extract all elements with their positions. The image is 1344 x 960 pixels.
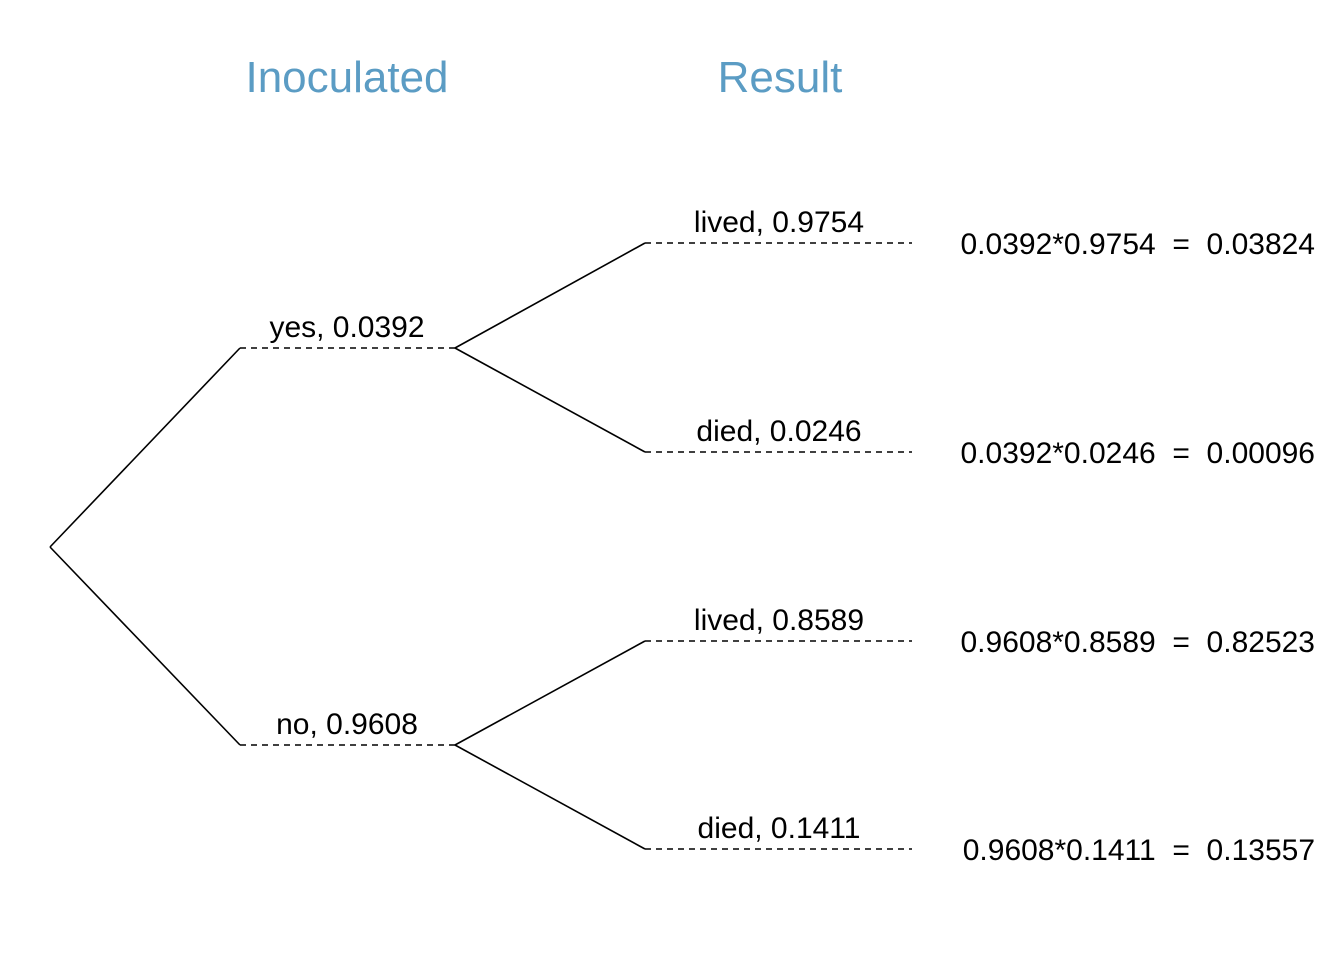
branch-label-no: no, 0.9608 xyxy=(276,708,418,741)
branch-label-yes: yes, 0.0392 xyxy=(269,311,424,344)
edge-yes-died xyxy=(454,347,646,453)
outcome-label-no-died: died, 0.1411 xyxy=(698,812,861,845)
outcome-label-yes-lived: lived, 0.9754 xyxy=(694,206,864,239)
result-yes-died: 0.0392*0.0246 = 0.00096 xyxy=(961,437,1316,470)
edge-root-no xyxy=(49,546,241,746)
header-inoculated: Inoculated xyxy=(245,53,448,102)
edge-yes-lived xyxy=(454,242,646,349)
edge-no-lived xyxy=(454,640,646,746)
result-no-died: 0.9608*0.1411 = 0.13557 xyxy=(963,834,1315,867)
header-result: Result xyxy=(718,53,843,102)
result-no-lived: 0.9608*0.8589 = 0.82523 xyxy=(961,626,1316,659)
outcome-label-yes-died: died, 0.0246 xyxy=(696,415,861,448)
edge-root-yes xyxy=(49,347,241,548)
outcome-label-no-lived: lived, 0.8589 xyxy=(694,604,864,637)
edge-no-died xyxy=(454,744,646,850)
result-yes-lived: 0.0392*0.9754 = 0.03824 xyxy=(961,228,1316,261)
